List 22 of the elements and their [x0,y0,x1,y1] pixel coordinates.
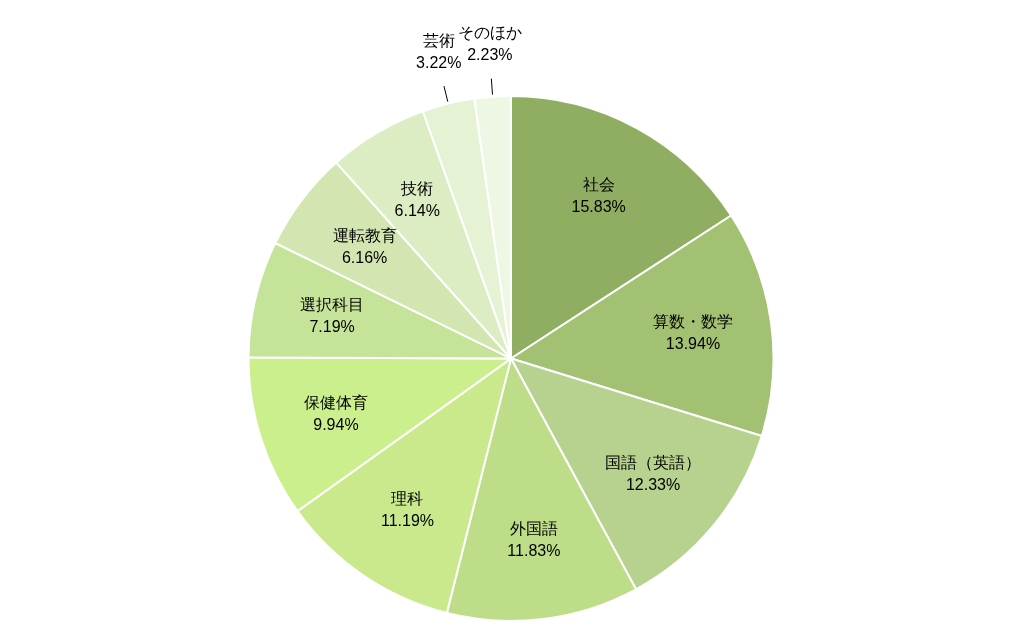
data-label: 2.23% [467,46,513,64]
data-label: 9.94% [313,415,359,433]
data-label: 13.94% [665,334,721,352]
slice-label: 外国語 [509,520,558,538]
data-label: 7.19% [309,318,355,336]
slice-label: 国語（英語） [605,454,702,472]
data-label: 15.83% [571,198,626,216]
slice-label: 保健体育 [303,393,368,411]
slice-label: そのほか [457,24,522,42]
slice-label: 社会 [582,176,615,194]
data-label: 6.14% [394,201,440,219]
data-label: 3.22% [416,54,462,72]
slice-label: 芸術 [422,32,455,50]
data-label: 12.33% [625,476,681,494]
data-label: 11.19% [380,511,435,529]
slice-label: 技術 [400,179,434,197]
data-label: 11.83% [507,542,561,560]
slice-label: 選択科目 [300,296,365,314]
slice-label: 運転教育 [332,226,397,244]
slice-label: 算数・数学 [653,312,733,330]
slice-label: 理科 [391,489,424,507]
data-label: 6.16% [341,248,388,266]
